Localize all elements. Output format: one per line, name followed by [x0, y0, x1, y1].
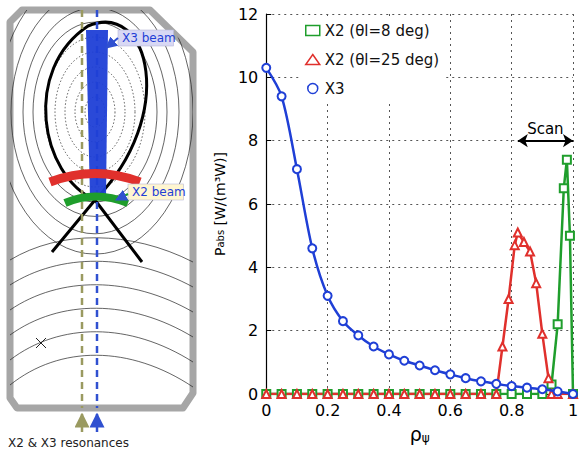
svg-text:0.6: 0.6: [438, 401, 463, 420]
svg-text:ψ: ψ: [422, 431, 430, 445]
svg-text:X2 (θl=8 deg): X2 (θl=8 deg): [325, 22, 430, 40]
svg-text:1: 1: [568, 401, 578, 420]
svg-text:0.8: 0.8: [499, 401, 524, 420]
svg-text:X2 & X3 resonances: X2 & X3 resonances: [8, 436, 129, 450]
svg-text:12: 12: [238, 5, 258, 24]
svg-text:6: 6: [248, 195, 258, 214]
svg-text:0.4: 0.4: [376, 401, 401, 420]
svg-text:X2 (θl=25 deg): X2 (θl=25 deg): [325, 51, 439, 69]
svg-text:ρ: ρ: [410, 423, 422, 445]
svg-text:X3 beam: X3 beam: [122, 31, 176, 45]
svg-text:4: 4: [248, 258, 258, 277]
svg-text:0: 0: [261, 401, 271, 420]
svg-text:P: P: [212, 248, 228, 256]
svg-text:0: 0: [248, 385, 258, 404]
svg-text:10: 10: [238, 68, 258, 87]
svg-text:[W/(m³W)]: [W/(m³W)]: [212, 152, 228, 230]
svg-text:abs: abs: [215, 230, 226, 248]
svg-text:0.2: 0.2: [315, 401, 340, 420]
svg-text:X3: X3: [325, 80, 345, 98]
svg-text:8: 8: [248, 131, 258, 150]
svg-text:2: 2: [248, 321, 258, 340]
svg-text:Scan: Scan: [527, 120, 563, 138]
svg-text:X2 beam: X2 beam: [132, 185, 186, 199]
